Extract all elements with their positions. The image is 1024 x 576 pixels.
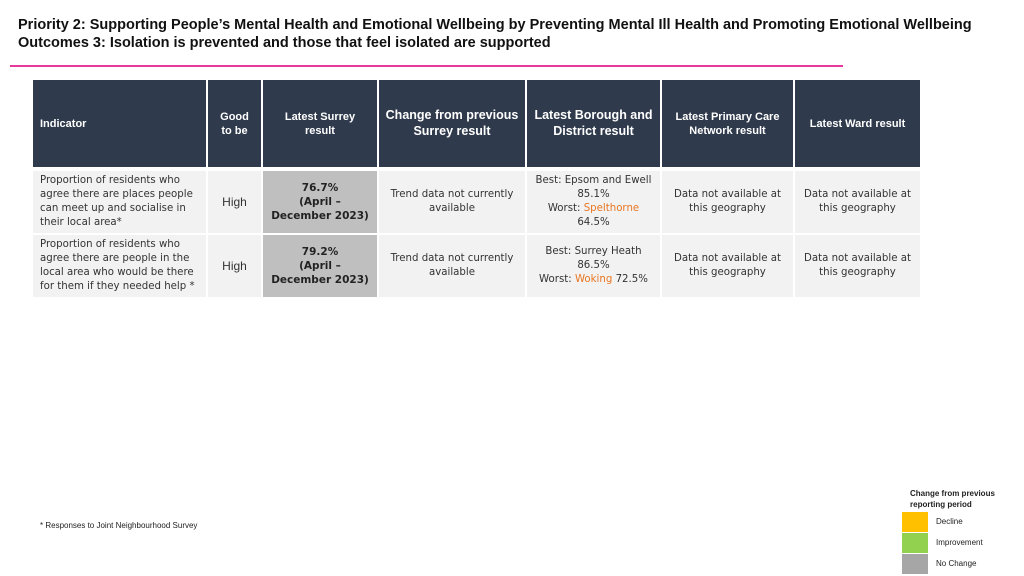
borough-cell: Best: Epsom and Ewell 85.1% Worst: Spelt… <box>527 167 662 233</box>
table-row: Proportion of residents who agree there … <box>33 233 920 297</box>
borough-worst-name: Woking <box>574 274 613 285</box>
borough-worst: Worst: Spelthorne 64.5% <box>532 202 655 230</box>
indicator-table: Indicator Good to be Latest Surrey resul… <box>33 80 920 297</box>
latest-period: (April – December 2023) <box>271 196 369 222</box>
header-pcn: Latest Primary Care Network result <box>662 80 795 167</box>
legend-swatch-decline <box>902 512 928 532</box>
legend-label-decline: Decline <box>936 517 963 526</box>
indicator-cell: Proportion of residents who agree there … <box>33 167 208 233</box>
borough-worst-name: Spelthorne <box>583 203 640 214</box>
ward-cell: Data not available at this geography <box>795 167 920 233</box>
pcn-cell: Data not available at this geography <box>662 167 795 233</box>
legend-item-no-change: No Change <box>902 554 1022 574</box>
borough-worst-value: 72.5% <box>615 274 648 285</box>
legend-swatch-no-change <box>902 554 928 574</box>
legend-swatch-improvement <box>902 533 928 553</box>
header-indicator: Indicator <box>33 80 208 167</box>
borough-best: Best: Epsom and Ewell 85.1% <box>535 175 652 200</box>
legend-label-improvement: Improvement <box>936 538 983 547</box>
legend-item-decline: Decline <box>902 512 1022 532</box>
pcn-cell: Data not available at this geography <box>662 233 795 297</box>
latest-value: 79.2% <box>301 246 339 258</box>
header-borough: Latest Borough and District result <box>527 80 662 167</box>
page-title: Priority 2: Supporting People’s Mental H… <box>18 16 1018 52</box>
header-change: Change from previous Surrey result <box>379 80 527 167</box>
borough-best: Best: Surrey Heath 86.5% <box>545 246 642 271</box>
latest-value: 76.7% <box>301 182 339 194</box>
header-good-to-be: Good to be <box>208 80 263 167</box>
legend-item-improvement: Improvement <box>902 533 1022 553</box>
borough-worst: Worst: Woking 72.5% <box>532 273 655 287</box>
good-to-be-cell: High <box>208 233 263 297</box>
borough-worst-label: Worst: <box>547 203 581 214</box>
title-line-1: Priority 2: Supporting People’s Mental H… <box>18 17 972 33</box>
latest-surrey-cell: 76.7% (April – December 2023) <box>263 167 379 233</box>
legend-label-no-change: No Change <box>936 559 977 568</box>
borough-worst-value: 64.5% <box>577 217 610 228</box>
change-cell: Trend data not currently available <box>379 167 527 233</box>
table-row: Proportion of residents who agree there … <box>33 167 920 233</box>
header-ward: Latest Ward result <box>795 80 920 167</box>
change-cell: Trend data not currently available <box>379 233 527 297</box>
title-divider <box>10 65 843 67</box>
borough-cell: Best: Surrey Heath 86.5% Worst: Woking 7… <box>527 233 662 297</box>
indicator-cell: Proportion of residents who agree there … <box>33 233 208 297</box>
table-header-row: Indicator Good to be Latest Surrey resul… <box>33 80 920 167</box>
good-to-be-cell: High <box>208 167 263 233</box>
header-latest-surrey: Latest Surrey result <box>263 80 379 167</box>
title-line-2: Outcomes 3: Isolation is prevented and t… <box>18 35 551 51</box>
ward-cell: Data not available at this geography <box>795 233 920 297</box>
legend-title: Change from previous reporting period <box>910 489 995 509</box>
footnote: * Responses to Joint Neighbourhood Surve… <box>40 521 198 530</box>
latest-period: (April – December 2023) <box>271 260 369 286</box>
latest-surrey-cell: 79.2% (April – December 2023) <box>263 233 379 297</box>
borough-worst-label: Worst: <box>539 274 572 285</box>
